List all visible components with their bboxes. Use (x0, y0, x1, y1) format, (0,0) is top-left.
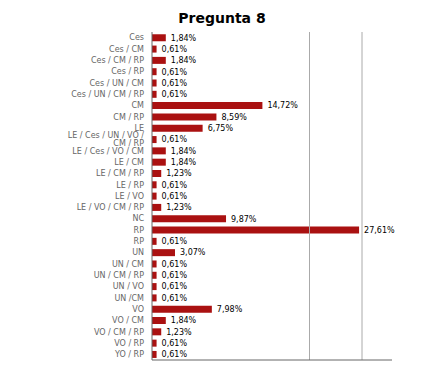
svg-text:1,23%: 1,23% (166, 169, 192, 178)
svg-text:0,61%: 0,61% (162, 237, 188, 246)
svg-text:14,72%: 14,72% (267, 101, 298, 110)
svg-text:LE / CM / RP: LE / CM / RP (96, 169, 144, 178)
svg-text:RP: RP (134, 226, 145, 235)
svg-text:0,61%: 0,61% (162, 271, 188, 280)
svg-text:VO / CM / RP: VO / CM / RP (94, 328, 144, 337)
svg-text:Ces / CM: Ces / CM (109, 45, 144, 54)
svg-text:0,61%: 0,61% (162, 260, 188, 269)
svg-text:Ces: Ces (129, 33, 144, 42)
svg-text:0,61%: 0,61% (162, 350, 188, 359)
svg-text:VO / CM: VO / CM (112, 316, 144, 325)
svg-text:0,61%: 0,61% (162, 68, 188, 77)
svg-text:LE / VO: LE / VO (115, 192, 144, 201)
svg-text:1,84%: 1,84% (171, 34, 197, 43)
svg-text:UN / VO: UN / VO (113, 282, 144, 291)
svg-text:LE / VO / CM / RP: LE / VO / CM / RP (77, 203, 145, 212)
svg-text:3,07%: 3,07% (180, 248, 206, 257)
svg-text:0,61%: 0,61% (162, 79, 188, 88)
svg-text:1,84%: 1,84% (171, 147, 197, 156)
svg-text:Ces / UN / CM: Ces / UN / CM (89, 79, 144, 88)
svg-text:1,23%: 1,23% (166, 328, 192, 337)
html-text:CM / RP: CM / RP (113, 139, 144, 149)
svg-text:1,84%: 1,84% (171, 316, 197, 325)
svg-text:0,61%: 0,61% (162, 90, 188, 99)
svg-text:UN: UN (132, 248, 144, 257)
svg-text:UN /CM: UN /CM (114, 294, 144, 303)
svg-text:0,61%: 0,61% (162, 294, 188, 303)
html-text:Pregunta 8: Pregunta 8 (178, 10, 266, 26)
svg-text:YO / RP: YO / RP (114, 350, 144, 359)
svg-text:CM: CM (132, 101, 145, 110)
svg-text:0,61%: 0,61% (162, 339, 188, 348)
svg-text:NC: NC (132, 214, 144, 223)
svg-text:Ces / CM / RP: Ces / CM / RP (91, 56, 144, 65)
svg-text:1,84%: 1,84% (171, 158, 197, 167)
svg-text:6,75%: 6,75% (208, 124, 234, 133)
svg-text:CM / RP: CM / RP (113, 113, 144, 122)
svg-text:RP: RP (134, 237, 145, 246)
svg-text:UN / CM / RP: UN / CM / RP (94, 271, 144, 280)
svg-text:LE / CM: LE / CM (114, 158, 144, 167)
svg-text:27,61%: 27,61% (364, 226, 395, 235)
svg-text:VO / RP: VO / RP (114, 339, 144, 348)
svg-text:0,61%: 0,61% (162, 135, 188, 144)
svg-text:8,59%: 8,59% (221, 113, 247, 122)
svg-text:VO: VO (132, 305, 144, 314)
svg-text:LE: LE (134, 124, 144, 133)
svg-text:1,84%: 1,84% (171, 56, 197, 65)
html-text:LE / Ces / UN / VO /: LE / Ces / UN / VO / (67, 131, 144, 141)
svg-text:UN / CM: UN / CM (112, 260, 144, 269)
svg-text:7,98%: 7,98% (217, 305, 243, 314)
svg-text:LE / RP: LE / RP (116, 181, 144, 190)
svg-text:1,23%: 1,23% (166, 203, 192, 212)
svg-text:0,61%: 0,61% (162, 192, 188, 201)
svg-text:LE / Ces / VO / CM: LE / Ces / VO / CM (72, 147, 144, 156)
svg-text:Ces / UN / CM / RP: Ces / UN / CM / RP (71, 90, 144, 99)
svg-text:0,61%: 0,61% (162, 282, 188, 291)
svg-text:0,61%: 0,61% (162, 45, 188, 54)
svg-text:9,87%: 9,87% (231, 215, 257, 224)
svg-text:Ces / RP: Ces / RP (111, 67, 144, 76)
svg-text:0,61%: 0,61% (162, 181, 188, 190)
